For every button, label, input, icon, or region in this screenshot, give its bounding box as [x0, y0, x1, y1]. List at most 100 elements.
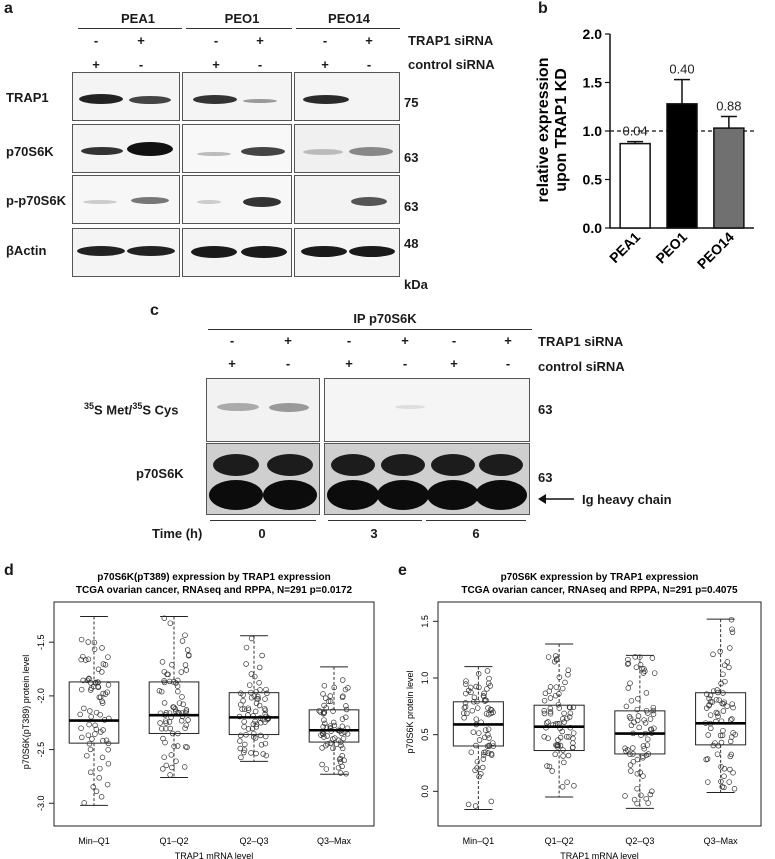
- data-point: [319, 745, 325, 751]
- data-point: [343, 714, 349, 721]
- data-point: [465, 801, 472, 808]
- data-point: [317, 709, 324, 715]
- c-control-sign: -: [285, 356, 291, 371]
- data-point: [318, 732, 324, 738]
- data-point: [633, 664, 640, 670]
- data-point: [103, 737, 110, 744]
- data-point: [628, 768, 634, 774]
- data-point: [252, 735, 259, 741]
- data-point: [320, 710, 327, 717]
- data-point: [246, 682, 253, 688]
- data-point: [724, 703, 730, 709]
- panel-letter-a: a: [4, 0, 13, 17]
- data-point: [729, 626, 735, 632]
- data-point: [638, 792, 644, 799]
- data-point: [718, 778, 724, 785]
- data-point: [547, 705, 554, 712]
- data-point: [637, 654, 643, 660]
- data-point: [263, 752, 270, 759]
- header-underline-peo1: [186, 28, 292, 29]
- data-point: [641, 666, 647, 672]
- data-point: [248, 750, 254, 756]
- data-point: [640, 773, 646, 779]
- data-point: [570, 744, 576, 751]
- y-axis-label: p70S6K(pT389) protein level: [21, 655, 31, 770]
- data-point: [706, 695, 712, 702]
- data-point: [105, 746, 111, 753]
- data-point: [324, 741, 331, 747]
- data-point: [176, 700, 183, 706]
- y-tick-label: 0.5: [420, 728, 430, 741]
- data-point: [184, 647, 191, 653]
- data-point: [486, 735, 492, 741]
- data-point: [474, 705, 481, 711]
- data-point: [182, 662, 189, 668]
- data-point: [182, 725, 188, 731]
- data-point: [96, 775, 102, 781]
- data-point: [721, 699, 728, 705]
- data-point: [99, 754, 106, 761]
- data-point: [727, 645, 733, 651]
- p70s6k-ip-row-label: p70S6K: [136, 466, 184, 481]
- x-category-label: Q3–Max: [704, 836, 739, 846]
- x-category-label: Min–Q1: [78, 836, 110, 846]
- data-point: [631, 796, 638, 803]
- data-point: [161, 700, 168, 706]
- data-point: [485, 726, 492, 732]
- blot-p70s6k-peo1: [182, 124, 292, 173]
- data-point: [253, 724, 260, 730]
- y-tick-label: -1.5: [36, 634, 46, 650]
- data-point: [468, 689, 474, 696]
- data-point: [642, 720, 649, 726]
- data-point: [623, 703, 630, 710]
- data-point: [263, 686, 269, 693]
- data-point: [80, 653, 86, 660]
- data-point: [721, 773, 727, 779]
- data-point: [630, 745, 636, 751]
- time-underline-0: [210, 520, 316, 521]
- data-point: [242, 741, 248, 748]
- data-point: [93, 709, 100, 716]
- data-point: [727, 738, 734, 745]
- data-point: [566, 714, 573, 720]
- data-point: [712, 740, 718, 746]
- bar-chart-b: relative expression upon TRAP1 KD 0.0 0.5…: [535, 26, 754, 272]
- data-point: [717, 732, 724, 739]
- mw-63-phospho: 63: [404, 199, 419, 214]
- panel-letter-e: e: [398, 562, 407, 579]
- y-tick-label: -2.5: [36, 742, 46, 758]
- data-point: [162, 718, 169, 724]
- data-point: [645, 710, 651, 716]
- data-point: [541, 710, 548, 717]
- data-point: [704, 756, 711, 762]
- data-point: [473, 683, 479, 690]
- x-category-label: Q1–Q2: [159, 836, 188, 846]
- data-point: [87, 746, 94, 753]
- data-point: [262, 733, 269, 740]
- control-sign: +: [321, 57, 329, 72]
- data-point: [482, 697, 488, 703]
- data-point: [463, 690, 469, 697]
- data-point: [547, 708, 554, 715]
- data-point: [623, 748, 629, 754]
- data-point: [727, 753, 734, 760]
- data-point: [635, 713, 642, 719]
- data-point: [488, 752, 495, 758]
- data-point: [634, 800, 640, 807]
- data-point: [478, 771, 484, 777]
- data-point: [335, 764, 342, 771]
- kda-unit: kDa: [404, 277, 428, 292]
- time-value-6: 6: [472, 526, 480, 541]
- data-point: [91, 646, 98, 652]
- c-control-sirna-label: control siRNA: [538, 359, 625, 374]
- cell-line-pea1: PEA1: [121, 11, 155, 26]
- data-point: [161, 678, 167, 684]
- data-point: [257, 687, 263, 693]
- data-point: [717, 648, 723, 655]
- trap1-sign: +: [137, 33, 145, 48]
- data-point: [625, 660, 632, 667]
- blot-p70s6k-pea1: [72, 124, 180, 173]
- box: [148, 681, 200, 734]
- data-point: [241, 706, 248, 712]
- data-point: [488, 798, 495, 805]
